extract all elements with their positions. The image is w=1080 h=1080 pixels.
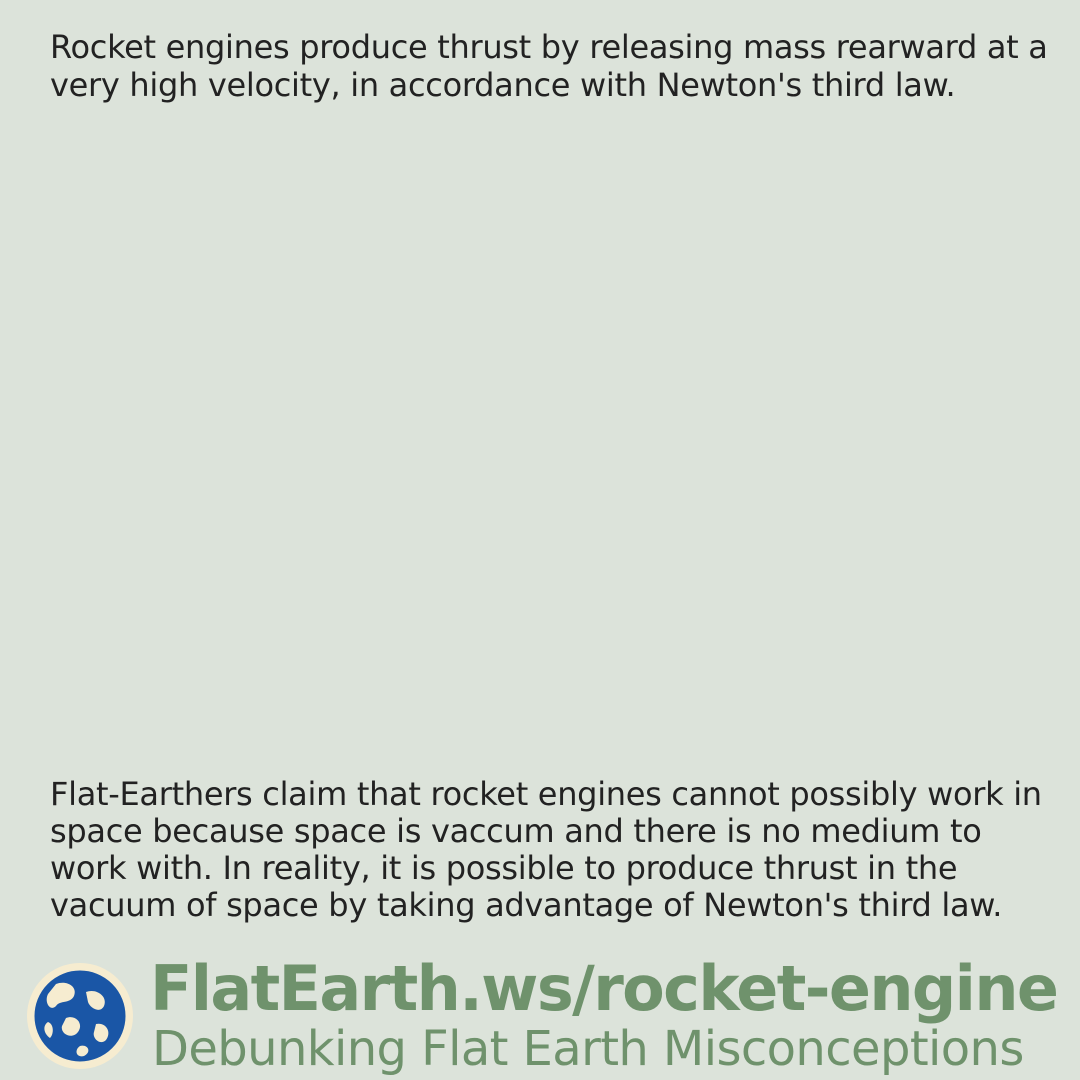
brand-tagline: Debunking Flat Earth Misconceptions — [152, 1021, 1024, 1077]
globe-logo-icon — [27, 963, 133, 1069]
top-caption: Rocket engines produce thrust by releasi… — [50, 28, 1048, 104]
brand-url: FlatEarth.ws/rocket-engine — [150, 952, 1059, 1025]
bottom-caption: Flat-Earthers claim that rocket engines … — [50, 775, 1042, 924]
